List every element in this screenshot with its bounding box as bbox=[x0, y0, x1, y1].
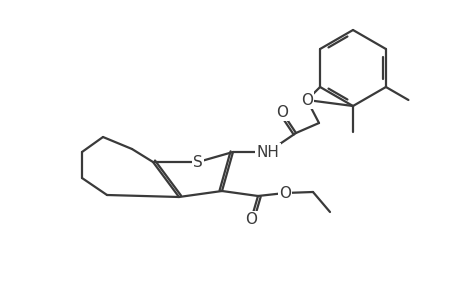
Text: S: S bbox=[193, 154, 202, 169]
Text: NH: NH bbox=[256, 145, 279, 160]
Text: O: O bbox=[245, 212, 257, 227]
Text: O: O bbox=[275, 104, 287, 119]
Text: O: O bbox=[279, 185, 291, 200]
Text: O: O bbox=[300, 92, 312, 107]
